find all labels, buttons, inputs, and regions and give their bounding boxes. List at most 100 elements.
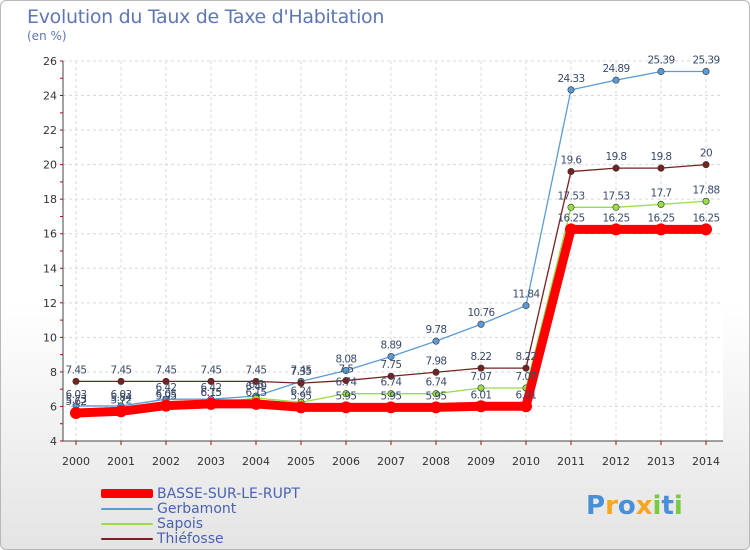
data-point — [160, 399, 172, 412]
data-point — [342, 390, 350, 398]
y-tick-label: 20 — [43, 159, 57, 172]
data-point — [477, 320, 485, 328]
data-label: 6.49 — [246, 381, 267, 393]
x-tick-label: 2004 — [242, 455, 270, 468]
data-point — [475, 400, 487, 413]
data-label: 6.01 — [516, 389, 537, 401]
data-label: 7.07 — [471, 371, 492, 383]
data-label: 25.39 — [692, 55, 719, 67]
legend-item: BASSE-SUR-LE-RUPT — [101, 486, 300, 502]
x-tick-label: 2014 — [692, 455, 720, 468]
x-tick-label: 2008 — [422, 455, 450, 468]
data-point — [610, 223, 622, 236]
x-tick-label: 2006 — [332, 455, 360, 468]
legend-label: Sapois — [157, 515, 204, 532]
data-point — [655, 223, 667, 236]
data-point — [477, 384, 485, 392]
data-label: 17.53 — [557, 190, 584, 202]
chart-title: Evolution du Taux de Taxe d'Habitation — [27, 6, 385, 28]
data-point — [612, 203, 620, 211]
data-label: 5.62 — [66, 396, 87, 408]
data-label: 5.95 — [336, 390, 357, 402]
data-point — [162, 377, 170, 385]
x-tick-label: 2005 — [287, 455, 315, 468]
data-point — [612, 76, 620, 84]
data-label: 5.95 — [381, 390, 402, 402]
data-point — [387, 390, 395, 398]
legend-label: Thiéfosse — [157, 530, 224, 547]
data-point — [567, 168, 575, 176]
data-label: 10.76 — [467, 307, 495, 319]
logo-letter: r — [605, 491, 618, 521]
y-tick-label: 8 — [50, 366, 57, 379]
x-tick-label: 2012 — [602, 455, 630, 468]
data-point — [432, 390, 440, 398]
data-point — [385, 401, 397, 414]
legend-swatch — [101, 489, 153, 498]
data-label: 5.84 — [111, 392, 133, 404]
data-point — [115, 405, 127, 418]
legend-swatch — [101, 522, 153, 525]
data-point — [72, 377, 80, 385]
x-tick-label: 2010 — [512, 455, 540, 468]
legend-item: Sapois — [101, 515, 300, 532]
data-label: 19.6 — [561, 155, 583, 167]
x-tick-label: 2002 — [152, 455, 180, 468]
logo-letter: P — [586, 491, 606, 521]
data-point — [342, 377, 350, 385]
data-point — [205, 397, 217, 410]
data-label: 16.25 — [557, 212, 584, 224]
data-label: 7.98 — [426, 355, 447, 367]
data-point — [432, 368, 440, 376]
data-point — [207, 377, 215, 385]
x-tick-label: 2013 — [647, 455, 675, 468]
data-label: 5.72 — [111, 394, 132, 406]
y-tick-label: 12 — [43, 297, 57, 310]
data-label: 7.45 — [111, 364, 132, 376]
data-label: 6.15 — [201, 387, 222, 399]
data-point — [565, 223, 577, 236]
y-tick-label: 26 — [43, 55, 57, 68]
data-label: 5.95 — [426, 390, 447, 402]
data-point — [340, 401, 352, 414]
data-label: 6.24 — [291, 385, 313, 397]
data-point — [567, 203, 575, 211]
data-label: 16.25 — [647, 212, 674, 224]
data-point — [657, 200, 665, 208]
x-tick-label: 2009 — [467, 455, 495, 468]
data-label: 24.89 — [602, 63, 629, 75]
data-point — [432, 337, 440, 345]
x-tick-label: 2011 — [557, 455, 585, 468]
data-label: 6.42 — [201, 382, 222, 394]
data-label: 7.35 — [291, 366, 312, 378]
data-point — [522, 364, 530, 372]
data-point — [250, 397, 262, 410]
data-point — [657, 164, 665, 172]
y-tick-label: 14 — [43, 262, 57, 275]
y-tick-label: 22 — [43, 124, 57, 137]
data-label: 5.95 — [156, 390, 177, 402]
logo-letter: i — [673, 491, 683, 521]
data-point — [702, 161, 710, 169]
data-label: 8.22 — [516, 351, 537, 363]
x-tick-label: 2001 — [107, 455, 135, 468]
data-point — [387, 353, 395, 361]
data-label: 8.22 — [471, 351, 492, 363]
data-label: 7.45 — [291, 364, 312, 376]
legend-swatch — [101, 507, 153, 510]
legend-item: Thiéfosse — [101, 530, 300, 547]
data-label: 16.25 — [692, 212, 719, 224]
data-label: 17.53 — [602, 190, 629, 202]
data-point — [700, 223, 712, 236]
data-point — [387, 372, 395, 380]
y-tick-label: 18 — [43, 193, 57, 206]
y-tick-label: 6 — [50, 400, 57, 413]
data-point — [342, 367, 350, 375]
legend-item: Gerbamont — [101, 501, 300, 517]
data-label: 7.75 — [381, 359, 402, 371]
data-label: 25.39 — [647, 55, 674, 67]
data-label: 7.45 — [201, 364, 222, 376]
data-point — [117, 377, 125, 385]
data-label: 8.08 — [336, 354, 357, 366]
